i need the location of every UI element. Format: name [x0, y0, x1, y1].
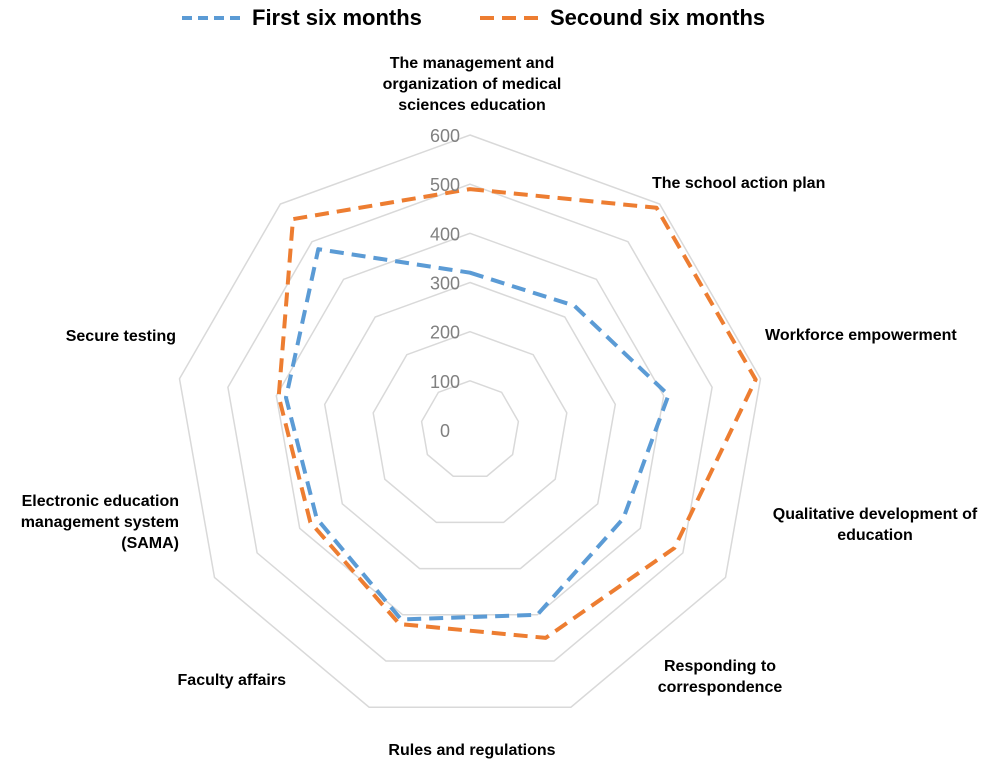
- tick-label-0: 0: [440, 421, 450, 441]
- category-label-8: Electronic education management system (SA…: [21, 493, 179, 552]
- category-label-1: The management and organization of medica…: [383, 55, 562, 114]
- legend-item-first: First six months: [182, 5, 422, 30]
- tick-label-400: 400: [430, 224, 460, 244]
- tick-label-200: 200: [430, 323, 460, 343]
- series-layer: [276, 187, 758, 640]
- category-label-9: Secure testing: [66, 328, 176, 345]
- grid-ring-600: [178, 134, 762, 708]
- grid-ring-500: [227, 183, 713, 662]
- tick-label-600: 600: [430, 126, 460, 146]
- category-label-5: Responding to correspondence: [658, 658, 783, 696]
- category-label-layer: The management and organization of medica…: [21, 55, 978, 759]
- tick-label-layer: 0 100 200 300 400 500 600: [430, 126, 460, 441]
- tick-label-500: 500: [430, 175, 460, 195]
- grid-ring-400: [275, 232, 665, 616]
- tick-label-100: 100: [430, 372, 460, 392]
- legend: First six months Secound six months: [182, 5, 765, 30]
- series-line-1: [284, 247, 671, 622]
- legend-item-second: Secound six months: [480, 5, 765, 30]
- legend-label-second: Secound six months: [550, 5, 765, 30]
- category-label-7: Faculty affairs: [178, 672, 287, 689]
- category-label-2: The school action plan: [652, 175, 825, 192]
- series-line-2: [276, 187, 758, 640]
- grid-ring-200: [372, 330, 568, 524]
- category-label-6: Rules and regulations: [388, 742, 555, 759]
- category-label-3: Workforce empowerment: [765, 327, 957, 344]
- legend-label-first: First six months: [252, 5, 422, 30]
- grid-layer: [178, 134, 762, 708]
- category-label-4: Qualitative development of education: [773, 506, 978, 544]
- tick-label-300: 300: [430, 274, 460, 294]
- grid-ring-300: [323, 281, 617, 570]
- grid-ring-100: [420, 380, 520, 477]
